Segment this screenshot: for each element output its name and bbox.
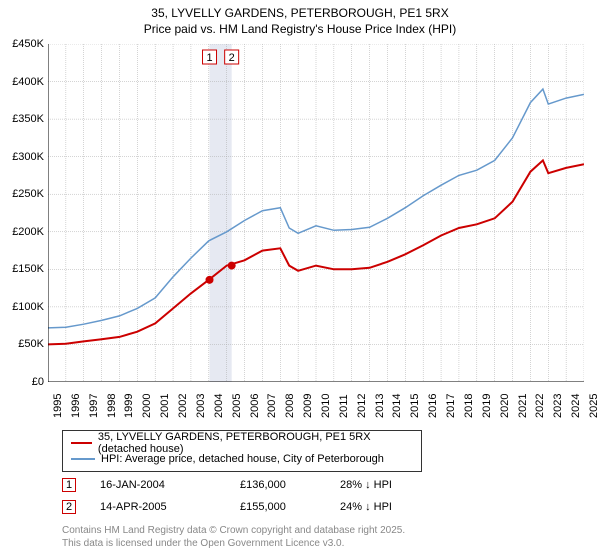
sale-point-1 xyxy=(206,276,214,284)
x-tick-label: 1998 xyxy=(106,394,118,418)
x-tick-label: 1999 xyxy=(123,394,135,418)
y-axis-labels: £0£50K£100K£150K£200K£250K£300K£350K£400… xyxy=(0,44,46,382)
chart-svg: 12 xyxy=(48,44,584,382)
x-tick-label: 2019 xyxy=(481,394,493,418)
x-tick-label: 2023 xyxy=(552,394,564,418)
chart-title-line1: 35, LYVELLY GARDENS, PETERBOROUGH, PE1 5… xyxy=(0,0,600,22)
x-tick-label: 2017 xyxy=(445,394,457,418)
y-tick-label: £300K xyxy=(12,151,44,163)
x-tick-label: 2025 xyxy=(588,394,600,418)
x-axis-labels: 1995 1996 1997 1998 1999 2000 2001 2002 2003 2004… xyxy=(48,388,584,424)
x-tick-label: 2007 xyxy=(266,394,278,418)
sales-diff: 24% ↓ HPI xyxy=(340,501,440,513)
x-tick-label: 1996 xyxy=(70,394,82,418)
y-tick-label: £250K xyxy=(12,188,44,200)
x-tick-label: 1997 xyxy=(88,394,100,418)
x-tick-label: 2003 xyxy=(195,394,207,418)
sales-price: £155,000 xyxy=(240,501,340,513)
x-tick-label: 2021 xyxy=(517,394,529,418)
x-tick-label: 2011 xyxy=(338,394,350,418)
sale-point-2 xyxy=(228,262,236,270)
x-tick-label: 2014 xyxy=(391,394,403,418)
legend-label-2: HPI: Average price, detached house, City… xyxy=(101,453,384,465)
x-tick-label: 1995 xyxy=(52,394,64,418)
x-tick-label: 2010 xyxy=(320,394,332,418)
footer-line2: This data is licensed under the Open Gov… xyxy=(62,537,405,550)
y-tick-label: £0 xyxy=(32,376,44,388)
sales-date: 16-JAN-2004 xyxy=(100,479,240,491)
legend-swatch-red xyxy=(71,442,92,444)
x-tick-label: 2009 xyxy=(302,394,314,418)
chart-plot-area: 12 xyxy=(48,44,584,382)
x-tick-label: 2001 xyxy=(159,394,171,418)
x-tick-label: 2018 xyxy=(463,394,475,418)
sales-row: 1 16-JAN-2004£136,00028% ↓ HPI xyxy=(62,474,440,496)
sale-num-2: 2 xyxy=(229,52,235,64)
legend-label-1: 35, LYVELLY GARDENS, PETERBOROUGH, PE1 5… xyxy=(98,431,413,455)
sales-price: £136,000 xyxy=(240,479,340,491)
sales-date: 14-APR-2005 xyxy=(100,501,240,513)
y-tick-label: £150K xyxy=(12,263,44,275)
x-tick-label: 2020 xyxy=(499,394,511,418)
y-tick-label: £450K xyxy=(12,38,44,50)
sales-row: 2 14-APR-2005£155,00024% ↓ HPI xyxy=(62,496,440,518)
chart-title-line2: Price paid vs. HM Land Registry's House … xyxy=(0,22,600,44)
x-tick-label: 2004 xyxy=(213,394,225,418)
legend: 35, LYVELLY GARDENS, PETERBOROUGH, PE1 5… xyxy=(62,430,422,472)
x-tick-label: 2002 xyxy=(177,394,189,418)
legend-swatch-blue xyxy=(71,458,95,460)
x-tick-label: 2024 xyxy=(570,394,582,418)
highlight-band xyxy=(210,44,232,382)
y-tick-label: £350K xyxy=(12,113,44,125)
y-tick-label: £50K xyxy=(18,338,44,350)
x-tick-label: 2000 xyxy=(141,394,153,418)
footer-line1: Contains HM Land Registry data © Crown c… xyxy=(62,524,405,537)
x-tick-label: 2016 xyxy=(427,394,439,418)
y-tick-label: £200K xyxy=(12,226,44,238)
sales-diff: 28% ↓ HPI xyxy=(340,479,440,491)
x-tick-label: 2005 xyxy=(231,394,243,418)
x-tick-label: 2012 xyxy=(356,394,368,418)
x-tick-label: 2015 xyxy=(409,394,421,418)
sales-marker-box: 2 xyxy=(62,500,76,514)
x-tick-label: 2022 xyxy=(534,394,546,418)
footer-attribution: Contains HM Land Registry data © Crown c… xyxy=(62,524,405,550)
sales-marker-box: 1 xyxy=(62,478,76,492)
y-tick-label: £400K xyxy=(12,76,44,88)
sale-num-1: 1 xyxy=(206,52,212,64)
y-tick-label: £100K xyxy=(12,301,44,313)
sales-table: 1 16-JAN-2004£136,00028% ↓ HPI 2 14-APR-200… xyxy=(62,474,440,518)
x-tick-label: 2013 xyxy=(374,394,386,418)
x-tick-label: 2006 xyxy=(249,394,261,418)
x-tick-label: 2008 xyxy=(284,394,296,418)
